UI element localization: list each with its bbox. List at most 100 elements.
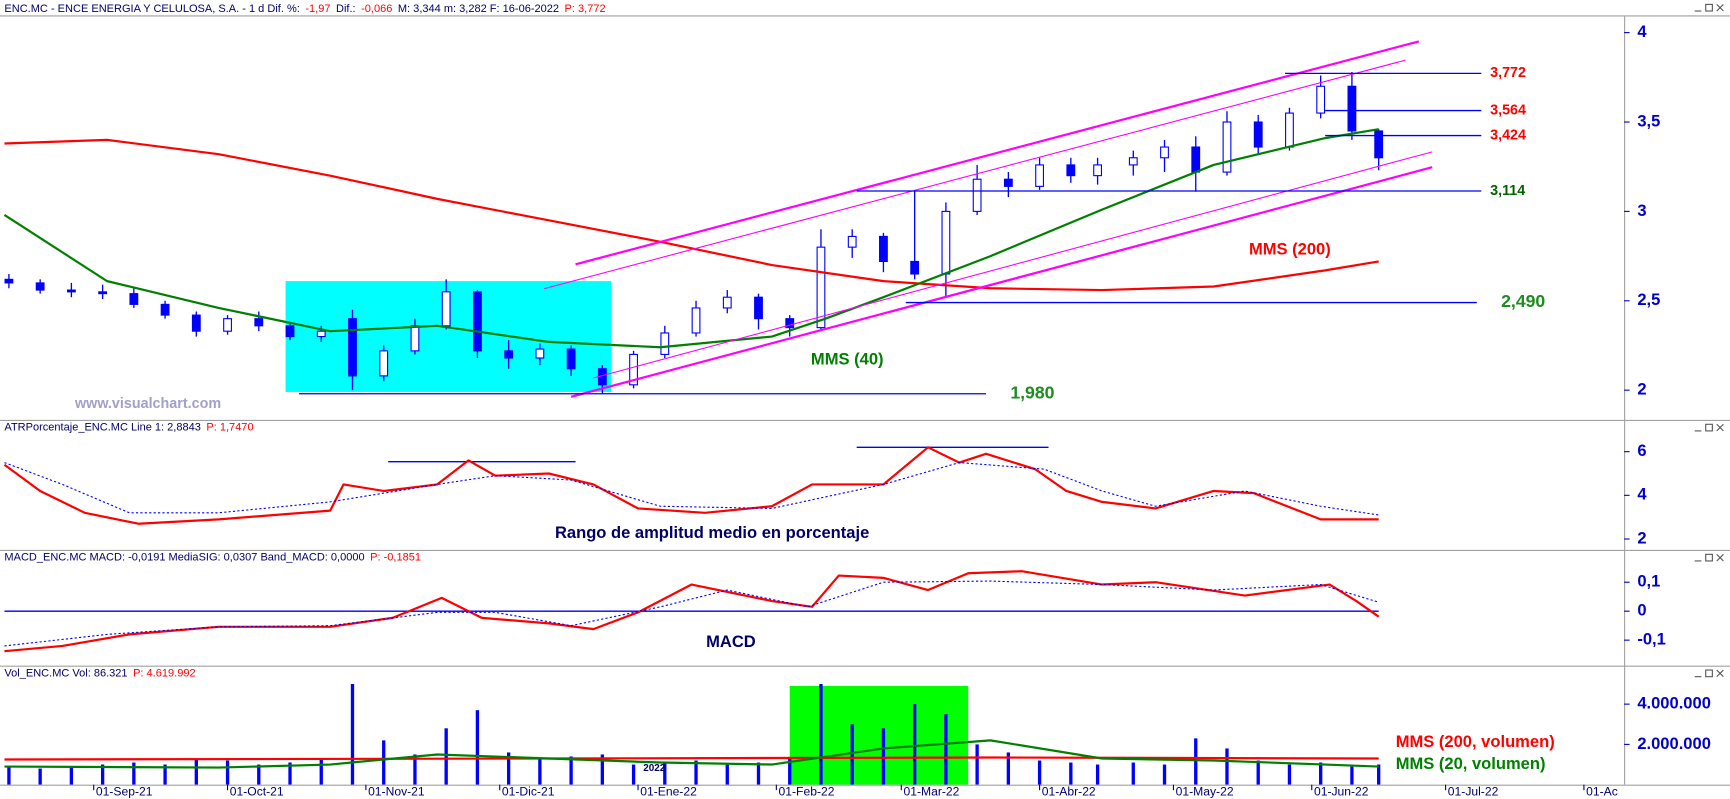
candle-body [879,235,888,263]
volume-bar [694,760,698,785]
annotation: Rango de amplitud medio en porcentaje [555,523,869,542]
volume-bar [475,710,480,785]
candle-body [1160,146,1169,159]
candle-body [691,307,701,334]
candle-body [910,260,920,275]
volume-bar [38,768,42,785]
volume-bar [975,744,979,785]
series-line [4,580,1379,647]
trend-line [544,59,1406,290]
volume-bar [1225,748,1229,785]
x-tick-label: 01-Nov-21 [368,785,425,799]
volume-bar [1037,760,1042,785]
level-label: 1,980 [1010,382,1054,402]
y-tick-label: 2,5 [1637,290,1660,309]
panel-header: MACD_ENC.MC MACD: -0,0191 MediaSIG: 0,03… [4,552,421,564]
volume-bar [944,714,948,785]
volume-bar [1069,762,1073,785]
volume-bar [100,764,105,785]
series-line [4,570,1380,653]
candle-body [160,303,170,316]
volume-bar [1162,764,1167,785]
candle-body [1128,157,1138,166]
trend-line [575,40,1420,266]
volume-bar [132,762,136,785]
candle-body [1253,121,1263,148]
header-part: ENC.MC - ENCE ENERGIA Y CELULOSA, S.A. -… [4,3,299,15]
candle-body [1093,164,1103,177]
y-tick-label: 4 [1637,485,1647,504]
candle-body [660,332,670,355]
candle-body [816,246,826,329]
header-part: -0,066 [361,3,392,15]
series-label: MMS (20, volumen) [1396,754,1546,773]
window-buttons[interactable] [1694,3,1724,678]
volume-bar [1350,766,1354,785]
header-part: P: 3,772 [565,3,606,15]
candle-body [1374,130,1384,159]
candle-body [754,296,763,320]
series-label: MMS (200) [1249,240,1331,259]
volume-bar [194,758,198,785]
x-tick-label: 01-Abr-22 [1042,785,1096,799]
volume-bar [1319,762,1323,785]
candle-body [941,210,951,275]
series-line [3,128,1379,349]
level-label: 3,424 [1490,127,1526,143]
candle-body [847,235,857,248]
y-tick-label: 3 [1637,201,1646,220]
volume-bar [1006,752,1011,785]
series-label: MMS (200, volumen) [1396,732,1555,751]
volume-bar [1256,760,1260,785]
volume-bar [1095,764,1100,785]
volume-bar [850,724,854,785]
candle-body [535,348,545,359]
y-tick-label: 0 [1637,601,1646,620]
level-label: 3,564 [1490,102,1526,118]
candle-body [379,350,389,377]
volume-bar [506,752,511,785]
volume-bar [600,754,604,785]
candle-body [66,289,76,293]
level-label: 3,114 [1490,183,1525,199]
series-line [4,756,1379,761]
y-tick-label: 4.000.000 [1637,694,1711,713]
candle-body [441,291,451,327]
volume-bar [538,758,542,785]
level-label: 2,490 [1501,291,1545,311]
candle-body [472,291,482,352]
series-line [4,739,1379,769]
x-tick-label: 01-May-22 [1176,785,1234,799]
candle-body [566,348,576,370]
candle-body [1347,85,1357,132]
candle-body [35,282,45,291]
x-tick-label: 01-Mar-22 [903,785,959,799]
header-part: P: 4.619.992 [133,667,196,679]
volume-bar [1194,738,1198,785]
volume-bar [350,684,355,785]
volume-bar [725,764,729,785]
volume-bar [663,762,667,785]
candle-body [191,314,201,332]
header-part: P: -0,1851 [370,552,421,564]
volume-bar [788,758,792,785]
candle-body [972,178,982,212]
volume-bar [163,764,167,785]
volume-bar [1131,762,1135,785]
candle-body [1222,121,1232,173]
candle-body [1003,178,1013,187]
candle-body [1285,112,1294,148]
volume-bar [69,766,74,785]
candle-body [4,278,14,284]
x-tick-label: 01-Jul-22 [1448,785,1499,799]
candle-body [504,350,514,359]
candle-body [629,353,638,386]
annotation: 2022 [643,763,666,774]
volume-bar [257,764,261,785]
series-line [4,138,1379,292]
series-line [3,446,1379,525]
candle-body [129,293,139,305]
